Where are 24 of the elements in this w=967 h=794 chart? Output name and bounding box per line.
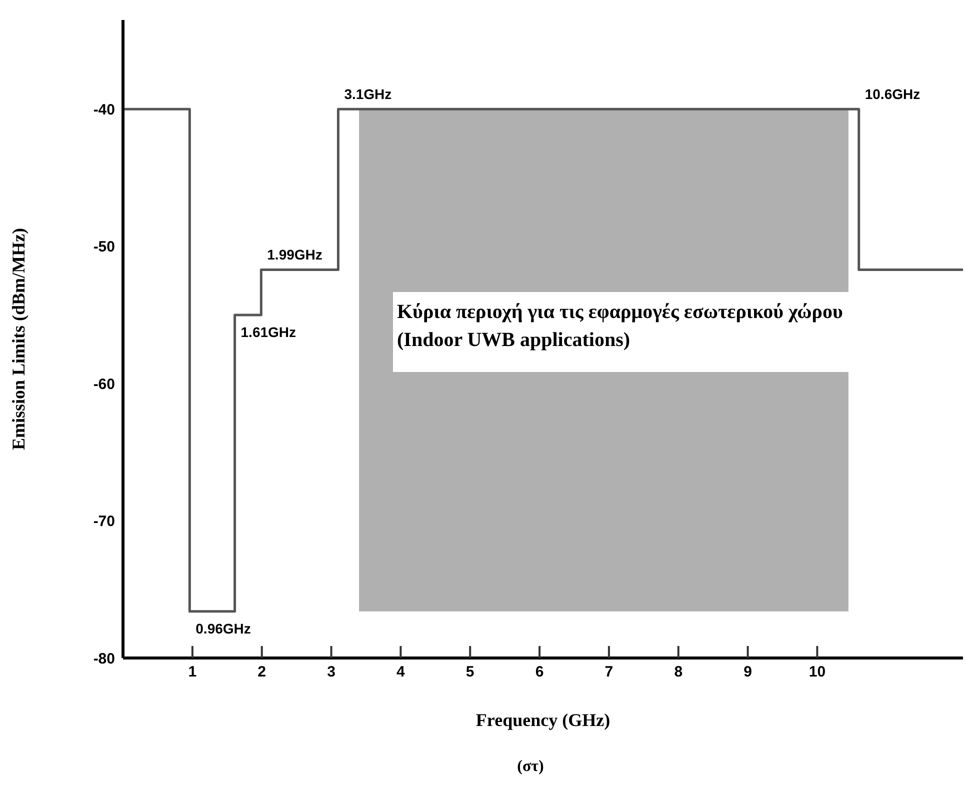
y-tick-label: -40: [93, 102, 115, 119]
x-tick-label: 3: [327, 664, 336, 681]
x-axis-title: Frequency (GHz): [476, 710, 610, 730]
y-tick-label: -80: [93, 650, 115, 668]
x-tick-label: 1: [188, 664, 197, 681]
x-tick-label: 9: [744, 664, 752, 681]
x-tick-label: 6: [535, 664, 544, 681]
annotation: 1.99GHz: [267, 246, 322, 263]
annotation: 3.1GHz: [344, 86, 392, 102]
annotation: 0.96GHz: [196, 620, 251, 636]
y-axis-title: Emission Limits (dBm/MHz): [8, 228, 28, 450]
x-tick-label: 7: [604, 664, 614, 681]
y-tick-label: -60: [93, 376, 115, 393]
x-tick-label: 10: [808, 664, 826, 681]
annotation: 10.6GHz: [864, 86, 920, 102]
x-tick-label: 2: [258, 664, 266, 681]
x-tick-label: 5: [466, 664, 474, 681]
text: (στ): [516, 758, 545, 776]
y-tick-label: -70: [93, 513, 115, 530]
annotation: 1.61GHz: [240, 324, 296, 340]
y-tick-label: -50: [93, 238, 115, 256]
annotation: Κύρια περιοχή για τις εφαρμογές εσωτερικού χώρου (Indoor UWB applications): [393, 292, 851, 372]
x-tick-label: 4: [396, 664, 406, 681]
x-tick-label: 8: [674, 664, 683, 681]
